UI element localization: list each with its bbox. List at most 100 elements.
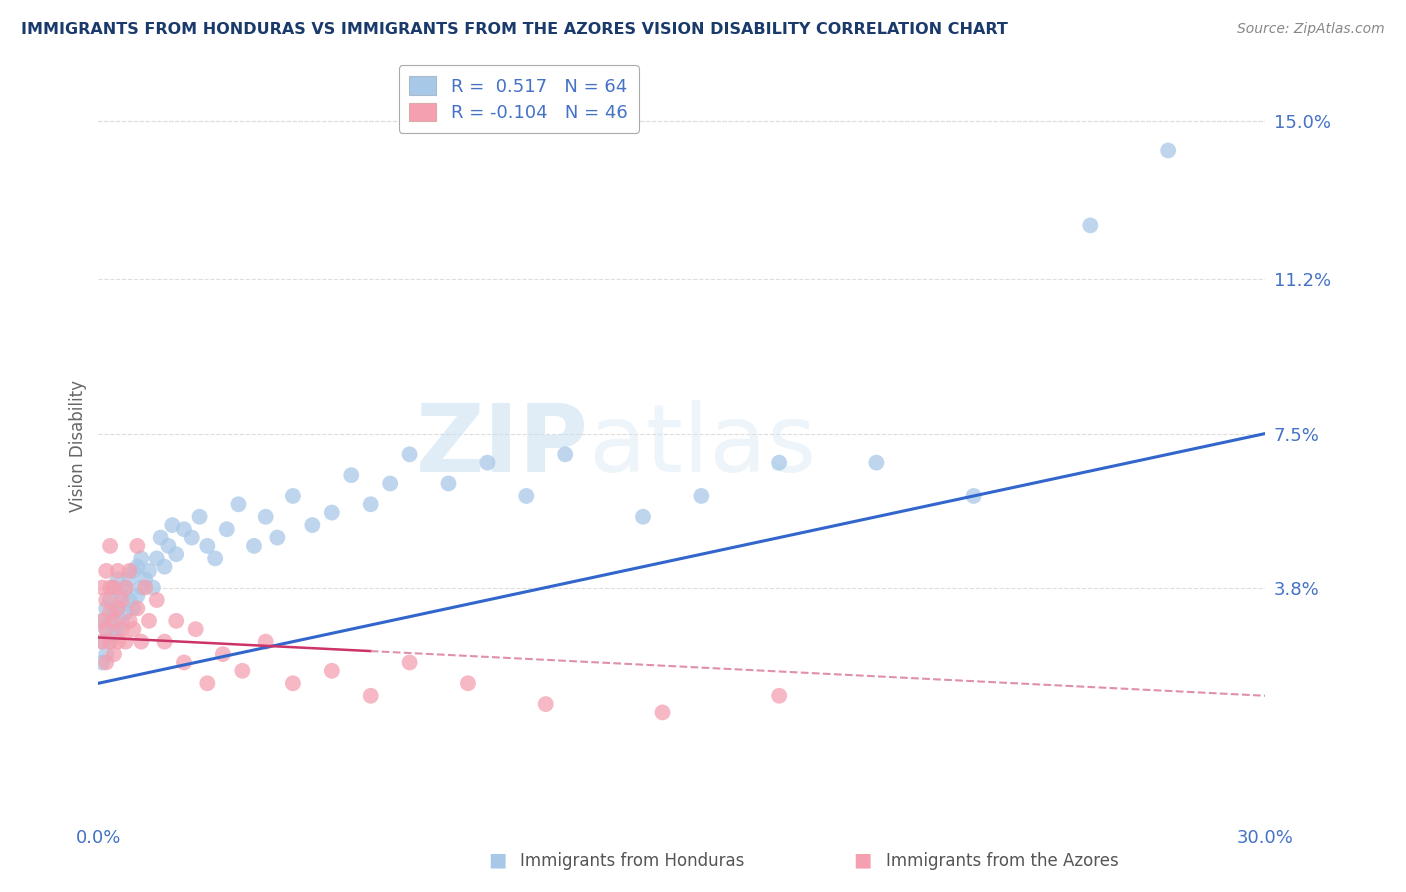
Point (157, 539, 180, 553)
Point (103, 647, 125, 661)
Point (114, 606, 136, 620)
Point (103, 626, 125, 640)
Point (103, 606, 125, 620)
Point (180, 531, 202, 545)
Point (118, 564, 141, 578)
Point (103, 581, 125, 595)
Point (142, 581, 165, 595)
Point (212, 647, 235, 661)
Point (340, 468, 363, 483)
Point (98, 614, 121, 628)
Point (768, 456, 790, 470)
Point (254, 509, 277, 524)
Point (437, 476, 460, 491)
Point (91, 656, 114, 670)
Point (118, 593, 141, 607)
Text: Source: ZipAtlas.com: Source: ZipAtlas.com (1237, 22, 1385, 37)
Point (107, 601, 129, 615)
Point (146, 551, 169, 566)
Point (534, 697, 557, 711)
Point (204, 551, 226, 566)
Point (122, 601, 145, 615)
Point (1080, 219, 1102, 233)
Point (114, 581, 136, 595)
Point (301, 518, 323, 533)
Point (165, 614, 187, 628)
Legend: R =  0.517   N = 64, R = -0.104   N = 46: R = 0.517 N = 64, R = -0.104 N = 46 (398, 65, 638, 133)
Text: Immigrants from Honduras: Immigrants from Honduras (520, 852, 745, 870)
Point (91, 634, 114, 648)
Point (768, 689, 790, 703)
Point (107, 572, 129, 586)
Text: ■: ■ (853, 851, 872, 870)
Point (228, 497, 250, 511)
Point (146, 593, 169, 607)
Point (98, 634, 121, 648)
Point (651, 706, 673, 720)
Point (195, 676, 218, 690)
Point (153, 634, 176, 648)
Point (98, 593, 121, 607)
Point (149, 531, 172, 545)
Text: IMMIGRANTS FROM HONDURAS VS IMMIGRANTS FROM THE AZORES VISION DISABILITY CORRELA: IMMIGRANTS FROM HONDURAS VS IMMIGRANTS F… (21, 22, 1008, 37)
Point (96, 593, 118, 607)
Text: ■: ■ (488, 851, 506, 870)
Point (98, 581, 121, 595)
Y-axis label: Vision Disability: Vision Disability (69, 380, 87, 512)
Point (96, 622, 118, 636)
Point (127, 539, 149, 553)
Point (103, 581, 125, 595)
Point (107, 634, 129, 648)
Point (515, 489, 537, 503)
Point (281, 676, 304, 690)
Text: ZIP: ZIP (416, 400, 589, 492)
Point (107, 622, 129, 636)
Point (122, 564, 145, 578)
Point (360, 497, 382, 511)
Point (91, 614, 114, 628)
Point (321, 506, 343, 520)
Point (153, 559, 176, 574)
Point (129, 551, 152, 566)
Point (243, 539, 266, 553)
Point (1157, 144, 1180, 158)
Point (631, 509, 654, 524)
Point (111, 622, 134, 636)
Point (127, 559, 149, 574)
Point (91, 634, 114, 648)
Point (103, 614, 125, 628)
Point (98, 606, 121, 620)
Point (138, 564, 160, 578)
Point (96, 601, 118, 615)
Point (114, 634, 136, 648)
Point (281, 489, 304, 503)
Point (129, 581, 152, 595)
Point (107, 564, 129, 578)
Point (96, 622, 118, 636)
Point (231, 664, 253, 678)
Point (398, 447, 420, 461)
Point (477, 456, 499, 470)
Text: atlas: atlas (589, 400, 817, 492)
Point (134, 581, 156, 595)
Point (96, 647, 118, 661)
Point (129, 634, 152, 648)
Point (865, 456, 887, 470)
Point (188, 509, 211, 524)
Point (118, 614, 141, 628)
Point (138, 614, 160, 628)
Point (690, 489, 713, 503)
Point (91, 581, 114, 595)
Point (96, 564, 118, 578)
Point (114, 581, 136, 595)
Point (457, 676, 479, 690)
Point (398, 656, 420, 670)
Point (266, 531, 288, 545)
Point (127, 601, 149, 615)
Point (962, 489, 984, 503)
Point (118, 572, 141, 586)
Point (134, 572, 156, 586)
Point (107, 601, 129, 615)
Point (162, 518, 184, 533)
Point (215, 522, 238, 536)
